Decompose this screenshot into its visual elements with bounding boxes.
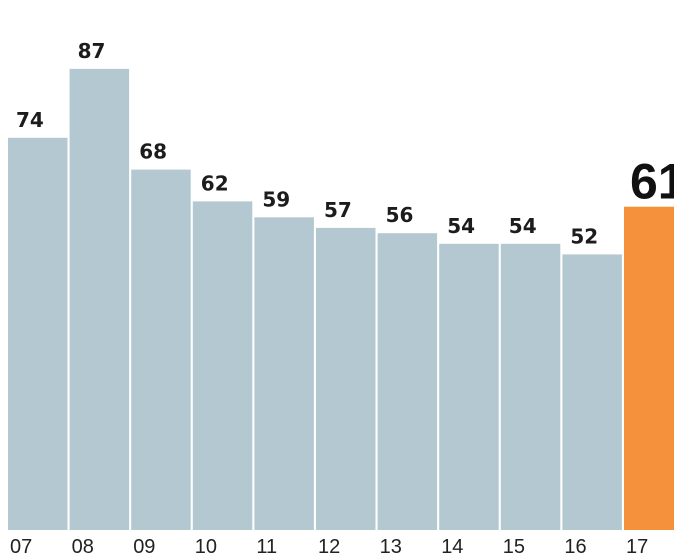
x-tick-label-13: 13 (380, 536, 402, 556)
bar-15 (500, 243, 561, 531)
value-label-11: 59 (262, 187, 290, 211)
value-label-14: 54 (447, 214, 475, 238)
value-label-15: 54 (509, 214, 537, 238)
x-tick-label-17: 17 (626, 536, 648, 556)
x-tick-label-14: 14 (441, 536, 463, 556)
bar-11 (254, 217, 314, 531)
value-label-09: 68 (139, 140, 167, 164)
bar-13 (377, 233, 438, 530)
value-label-13: 56 (386, 203, 414, 227)
bar-10 (192, 201, 253, 530)
x-tick-label-12: 12 (318, 536, 340, 556)
x-tick-label-07: 07 (10, 536, 32, 556)
x-tick-label-08: 08 (72, 536, 94, 556)
value-label-17: 61 (630, 154, 674, 210)
x-tick-label-15: 15 (503, 536, 525, 556)
bar-07 (8, 137, 68, 531)
bar-14 (439, 243, 499, 531)
bar-17 (624, 206, 674, 530)
bar-16 (562, 254, 622, 530)
x-tick-label-09: 09 (133, 536, 155, 556)
value-label-12: 57 (324, 198, 352, 222)
value-label-08: 87 (78, 39, 106, 63)
value-label-10: 62 (201, 171, 229, 195)
x-tick-labels-group: 07 08 09 10 11 12 13 14 15 16 17 (10, 536, 648, 556)
value-label-16: 52 (570, 224, 598, 248)
value-labels-group: 74 87 68 62 59 57 56 54 54 52 61 (16, 39, 674, 248)
bar-08 (69, 68, 130, 531)
bars-group (8, 68, 674, 531)
bar-09 (131, 169, 191, 530)
value-label-07: 74 (16, 108, 44, 132)
bar-12 (316, 227, 376, 530)
x-tick-label-16: 16 (564, 536, 586, 556)
x-tick-label-11: 11 (256, 536, 277, 556)
x-tick-label-10: 10 (195, 536, 217, 556)
